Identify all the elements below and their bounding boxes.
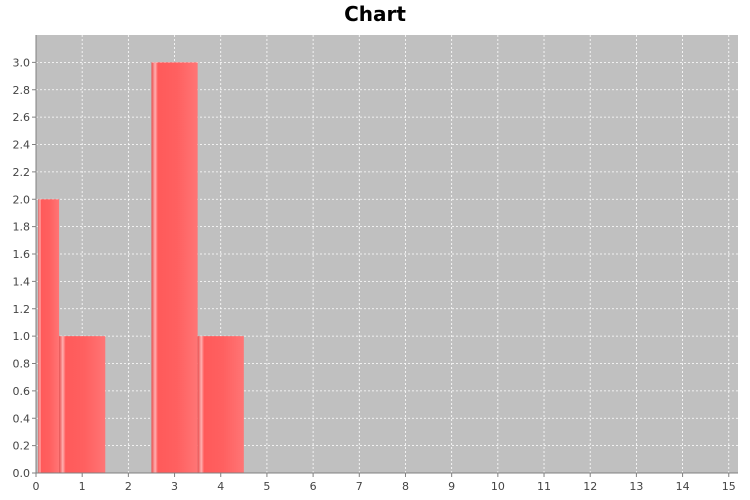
chart-title: Chart <box>344 2 406 26</box>
x-tick-label: 4 <box>217 480 224 493</box>
x-tick-label: 3 <box>171 480 178 493</box>
y-tick-label: 0.0 <box>13 467 31 480</box>
x-tick-label: 0 <box>33 480 40 493</box>
bar-0 <box>38 199 60 473</box>
x-tick-label: 11 <box>537 480 551 493</box>
y-tick-label: 0.2 <box>13 440 31 453</box>
x-tick-label: 14 <box>676 480 690 493</box>
bar-3 <box>197 336 244 473</box>
x-tick-label: 6 <box>310 480 317 493</box>
y-tick-label: 2.0 <box>13 193 31 206</box>
x-tick-label: 15 <box>722 480 736 493</box>
y-tick-label: 1.0 <box>13 330 31 343</box>
y-tick-label: 1.8 <box>13 221 31 234</box>
y-tick-label: 3.0 <box>13 56 31 69</box>
y-tick-label: 0.8 <box>13 358 31 371</box>
y-tick-label: 1.4 <box>13 275 31 288</box>
y-tick-label: 2.4 <box>13 139 31 152</box>
x-tick-label: 2 <box>125 480 132 493</box>
x-tick-label: 10 <box>491 480 505 493</box>
y-tick-label: 1.2 <box>13 303 31 316</box>
y-tick-label: 0.6 <box>13 385 31 398</box>
y-tick-label: 1.6 <box>13 248 31 261</box>
y-tick-label: 0.4 <box>13 412 31 425</box>
x-tick-label: 5 <box>263 480 270 493</box>
x-tick-label: 7 <box>356 480 363 493</box>
x-tick-label: 1 <box>79 480 86 493</box>
x-tick-label: 8 <box>402 480 409 493</box>
x-tick-label: 13 <box>629 480 643 493</box>
y-tick-label: 2.6 <box>13 111 31 124</box>
bar-2 <box>151 62 198 473</box>
bar-1 <box>59 336 106 473</box>
y-tick-label: 2.2 <box>13 166 31 179</box>
x-tick-label: 9 <box>448 480 455 493</box>
x-tick-label: 12 <box>583 480 597 493</box>
y-tick-label: 2.8 <box>13 84 31 97</box>
